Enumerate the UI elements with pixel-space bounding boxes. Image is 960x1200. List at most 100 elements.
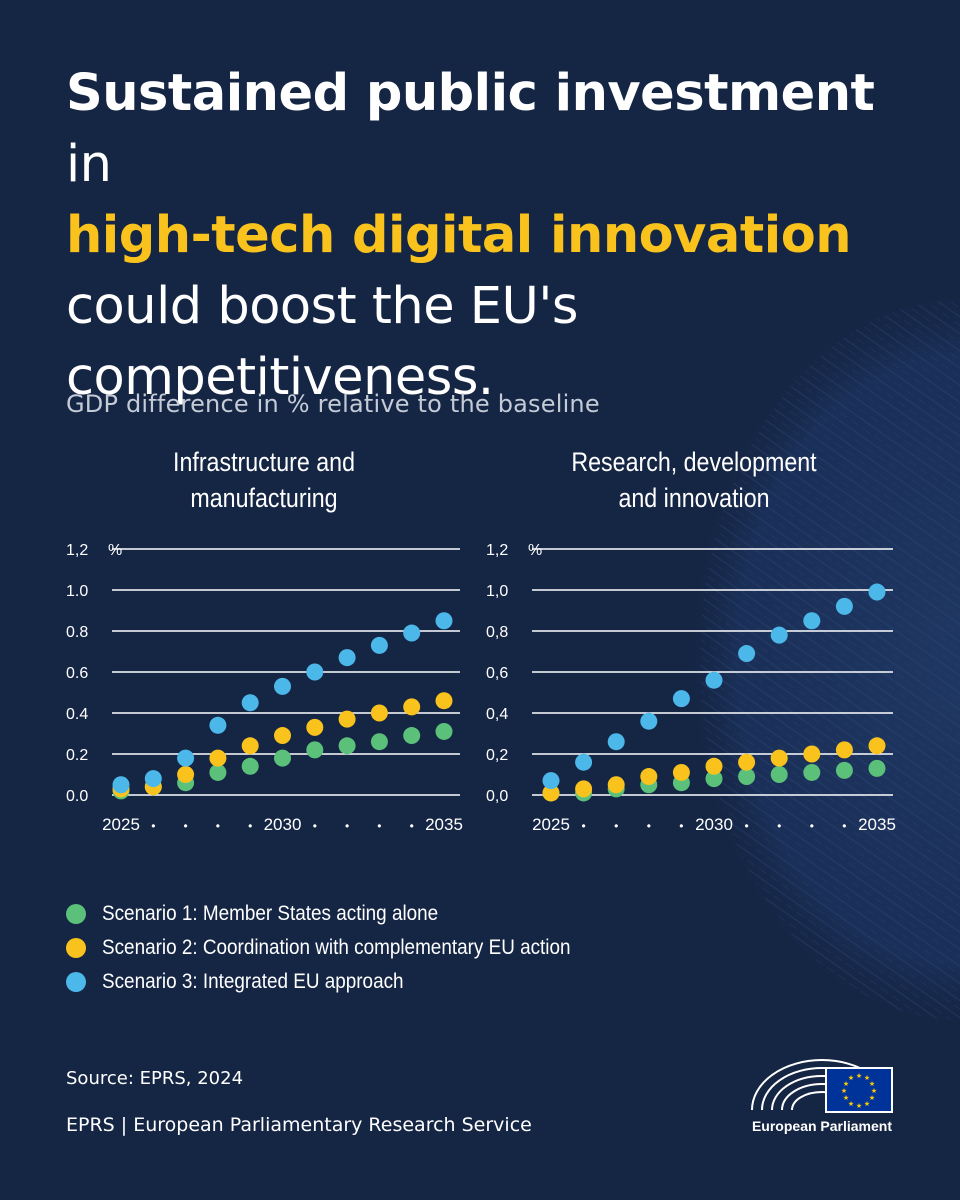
x-tick-label: 2025 (532, 815, 570, 834)
data-point-scenario1 (403, 727, 421, 745)
headline-bold: Sustained public investment (66, 64, 875, 123)
data-point-scenario1 (738, 768, 756, 786)
svg-text:★: ★ (856, 1102, 862, 1110)
data-point-scenario3 (403, 624, 421, 642)
data-point-scenario1 (306, 741, 324, 759)
x-tick-label: • (777, 819, 781, 833)
x-tick-label: • (377, 819, 381, 833)
x-tick-label: • (345, 819, 349, 833)
data-point-scenario3 (338, 649, 356, 667)
data-point-scenario3 (575, 753, 593, 771)
data-point-scenario1 (835, 761, 853, 779)
panel-title-line: manufacturing (190, 483, 338, 513)
legend-item-scenario2: Scenario 2: Coordination with complement… (66, 931, 623, 965)
data-point-scenario3 (640, 712, 658, 730)
legend-dot-blue (66, 972, 86, 992)
data-point-scenario3 (835, 597, 853, 615)
data-point-scenario2 (738, 753, 756, 771)
svg-text:★: ★ (871, 1087, 877, 1095)
legend-item-scenario1: Scenario 1: Member States acting alone (66, 897, 623, 931)
legend-label: Scenario 2: Coordination with complement… (102, 936, 571, 959)
panel-title-infrastructure: Infrastructure and manufacturing (126, 444, 401, 516)
data-point-scenario1 (770, 766, 788, 783)
data-point-scenario1 (209, 763, 227, 781)
legend-dot-yellow (66, 938, 86, 958)
data-point-scenario3 (112, 776, 130, 794)
y-tick-label: 1,0 (486, 583, 508, 600)
data-point-scenario2 (640, 768, 658, 786)
y-tick-label: 0.8 (66, 624, 88, 641)
legend-label: Scenario 1: Member States acting alone (102, 902, 439, 925)
data-point-scenario2 (338, 710, 356, 728)
data-point-scenario3 (868, 583, 886, 601)
x-tick-label: • (581, 819, 585, 833)
headline-suffix: in (66, 135, 112, 194)
headline-highlight: high-tech digital innovation (66, 206, 852, 265)
charts-area: 0.0 0.2 0.4 0.6 0.8 1.0 1,2 % 2025 • • • • 2030 • • • • 20… (66, 542, 896, 834)
data-point-scenario1 (241, 757, 259, 775)
panel-title-line: and innovation (618, 483, 770, 513)
data-point-scenario2 (542, 784, 560, 802)
data-point-scenario3 (435, 612, 453, 630)
y-tick-label: 0.6 (66, 665, 88, 682)
y-tick-label: 0.0 (66, 788, 88, 805)
data-point-scenario1 (338, 737, 356, 755)
svg-text:★: ★ (864, 1100, 870, 1108)
y-tick-label: 0.2 (66, 747, 88, 764)
chart-subtitle: GDP difference in % relative to the base… (66, 390, 600, 418)
data-point-scenario2 (705, 757, 723, 775)
data-point-scenario1 (274, 749, 291, 767)
data-point-scenario2 (241, 737, 259, 755)
panel-title-line: Research, development (571, 447, 817, 477)
data-point-scenario3 (770, 626, 788, 644)
headline-line3: could boost the EU's (66, 277, 578, 336)
european-parliament-hemicycle-flag-icon: ★ ★★ ★★★ ★★★ ★★★ (751, 1059, 893, 1113)
x-tick-label: 2035 (425, 815, 463, 834)
data-point-scenario2 (835, 741, 853, 759)
y-tick-label: 0,8 (486, 624, 508, 641)
data-point-scenario3 (803, 612, 821, 630)
x-tick-label: • (842, 819, 846, 833)
x-tick-label: 2035 (858, 815, 896, 834)
data-point-scenario1 (868, 759, 886, 777)
data-point-scenario1 (705, 770, 723, 788)
data-point-scenario3 (177, 749, 195, 767)
data-point-scenario3 (274, 677, 291, 695)
x-tick-label: • (679, 819, 683, 833)
data-point-scenario2 (607, 776, 625, 794)
x-tick-label: 2030 (264, 815, 302, 834)
data-point-scenario3 (306, 663, 324, 681)
x-tick-label: • (183, 819, 187, 833)
y-tick-label: 1,2 (66, 542, 88, 559)
data-point-scenario2 (177, 766, 195, 783)
svg-text:★: ★ (864, 1074, 870, 1082)
svg-text:★: ★ (848, 1074, 854, 1082)
data-point-scenario2 (770, 749, 788, 767)
legend-label: Scenario 3: Integrated EU approach (102, 970, 404, 993)
data-point-scenario2 (370, 704, 388, 722)
svg-text:★: ★ (843, 1094, 849, 1102)
data-point-scenario3 (738, 645, 756, 663)
data-point-scenario3 (209, 716, 227, 734)
legend-item-scenario3: Scenario 3: Integrated EU approach (66, 965, 623, 999)
data-point-scenario3 (144, 770, 162, 788)
y-tick-label: 0,2 (486, 747, 508, 764)
data-point-scenario2 (209, 749, 227, 767)
data-point-scenario2 (403, 698, 421, 716)
svg-text:★: ★ (841, 1087, 847, 1095)
legend: Scenario 1: Member States acting alone S… (66, 897, 623, 999)
y-tick-label: 0,6 (486, 665, 508, 682)
data-point-scenario2 (803, 745, 821, 763)
data-point-scenario2 (868, 737, 886, 755)
x-tick-label: • (151, 819, 155, 833)
data-point-scenario3 (542, 772, 560, 790)
data-point-scenario1 (435, 722, 453, 740)
y-tick-label: 0.4 (66, 706, 88, 723)
data-point-scenario3 (672, 690, 690, 708)
data-point-scenario1 (803, 763, 821, 781)
x-tick-label: • (810, 819, 814, 833)
data-point-scenario2 (575, 780, 593, 798)
data-point-scenario3 (370, 636, 388, 654)
source-note: Source: EPRS, 2024 (66, 1068, 244, 1089)
